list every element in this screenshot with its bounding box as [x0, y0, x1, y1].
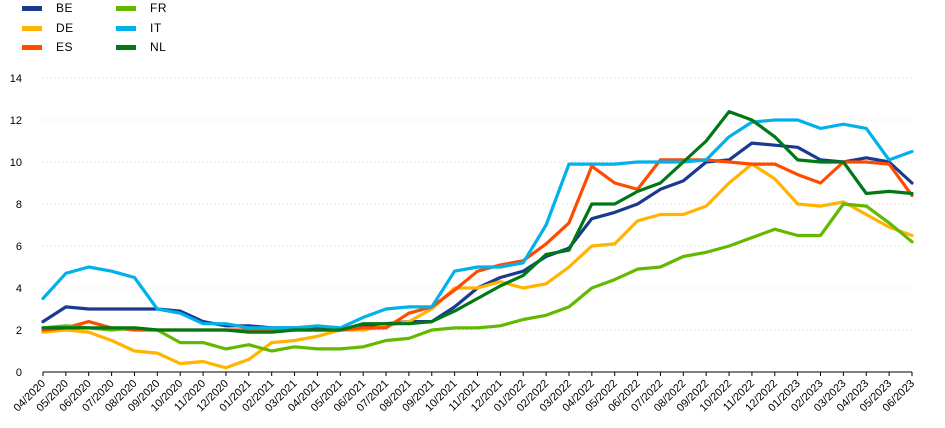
legend-swatch-de [22, 25, 42, 31]
y-axis: 0 2 4 6 8 10 12 14 [10, 73, 22, 379]
y-tick-label: 6 [16, 241, 22, 253]
y-tick-label: 2 [16, 325, 22, 337]
legend-swatch-it [116, 25, 136, 31]
y-tick-label: 0 [16, 367, 22, 379]
legend-label-it: IT [150, 21, 162, 35]
series-line-it [41, 118, 914, 330]
series-line-de [41, 162, 914, 370]
y-tick-label: 10 [10, 157, 22, 169]
series-line-nl [41, 109, 914, 334]
legend-label-es: ES [56, 40, 74, 54]
legend-item-nl: NL [116, 39, 166, 55]
series-lines [41, 109, 914, 370]
legend-label-nl: NL [150, 40, 167, 54]
legend-label-de: DE [56, 21, 74, 35]
y-tick-label: 14 [10, 73, 22, 85]
legend-label-fr: FR [150, 1, 167, 15]
series-line-be [41, 141, 914, 332]
legend-item-de: DE [22, 20, 74, 36]
y-tick-label: 4 [16, 283, 22, 295]
series-line-fr [41, 202, 914, 353]
legend-item-it: IT [116, 20, 162, 36]
legend-swatch-be [22, 5, 42, 11]
legend-item-es: ES [22, 39, 73, 55]
y-tick-label: 8 [16, 199, 22, 211]
legend-item-fr: FR [116, 0, 167, 16]
legend-swatch-nl [116, 44, 136, 50]
legend-label-be: BE [56, 1, 74, 15]
legend-swatch-es [22, 44, 42, 50]
legend-item-be: BE [22, 0, 73, 16]
legend-swatch-fr [116, 5, 136, 11]
legend: BE DE ES FR IT NL [0, 0, 300, 60]
y-tick-label: 12 [10, 115, 22, 127]
x-axis: 04/202005/202006/202007/202008/202009/20… [12, 372, 917, 414]
